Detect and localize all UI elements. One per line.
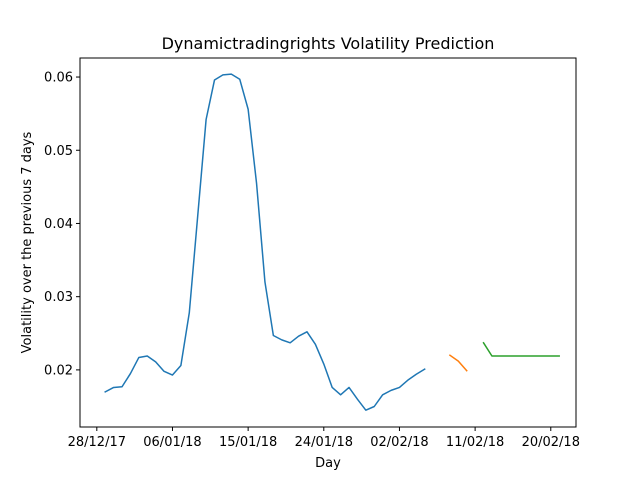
y-tick-label: 0.02: [44, 363, 73, 378]
series-line-1: [104, 73, 426, 411]
y-tick-label: 0.03: [44, 290, 73, 305]
series-layer: [104, 73, 560, 411]
y-axis: 0.02 0.03 0.04 0.05 0.06: [44, 71, 80, 378]
x-tick-label: 15/01/18: [219, 435, 277, 450]
y-tick-label: 0.05: [44, 144, 73, 159]
plot-frame: [79, 57, 577, 428]
plot-area: [79, 57, 577, 428]
x-axis-title: Day: [315, 456, 341, 471]
x-tick-label: 11/02/18: [446, 435, 504, 450]
x-tick-label: 24/01/18: [295, 435, 353, 450]
series-line-2: [448, 354, 468, 372]
chart-title: Dynamictradingrights Volatility Predicti…: [162, 34, 495, 53]
plot-background: [80, 58, 576, 427]
x-tick-label: 02/02/18: [370, 435, 428, 450]
x-tick-label: 20/02/18: [522, 435, 580, 450]
x-tick-label: 06/01/18: [143, 435, 201, 450]
y-tick-label: 0.04: [44, 217, 73, 232]
x-tick-label: 28/12/17: [68, 435, 126, 450]
x-axis: 28/12/17 06/01/18 15/01/18 24/01/18 02/02/18…: [68, 427, 580, 450]
y-tick-label: 0.06: [44, 71, 73, 86]
series-line-3: [482, 341, 560, 357]
y-axis-title: Volatility over the previous 7 days: [20, 131, 35, 353]
